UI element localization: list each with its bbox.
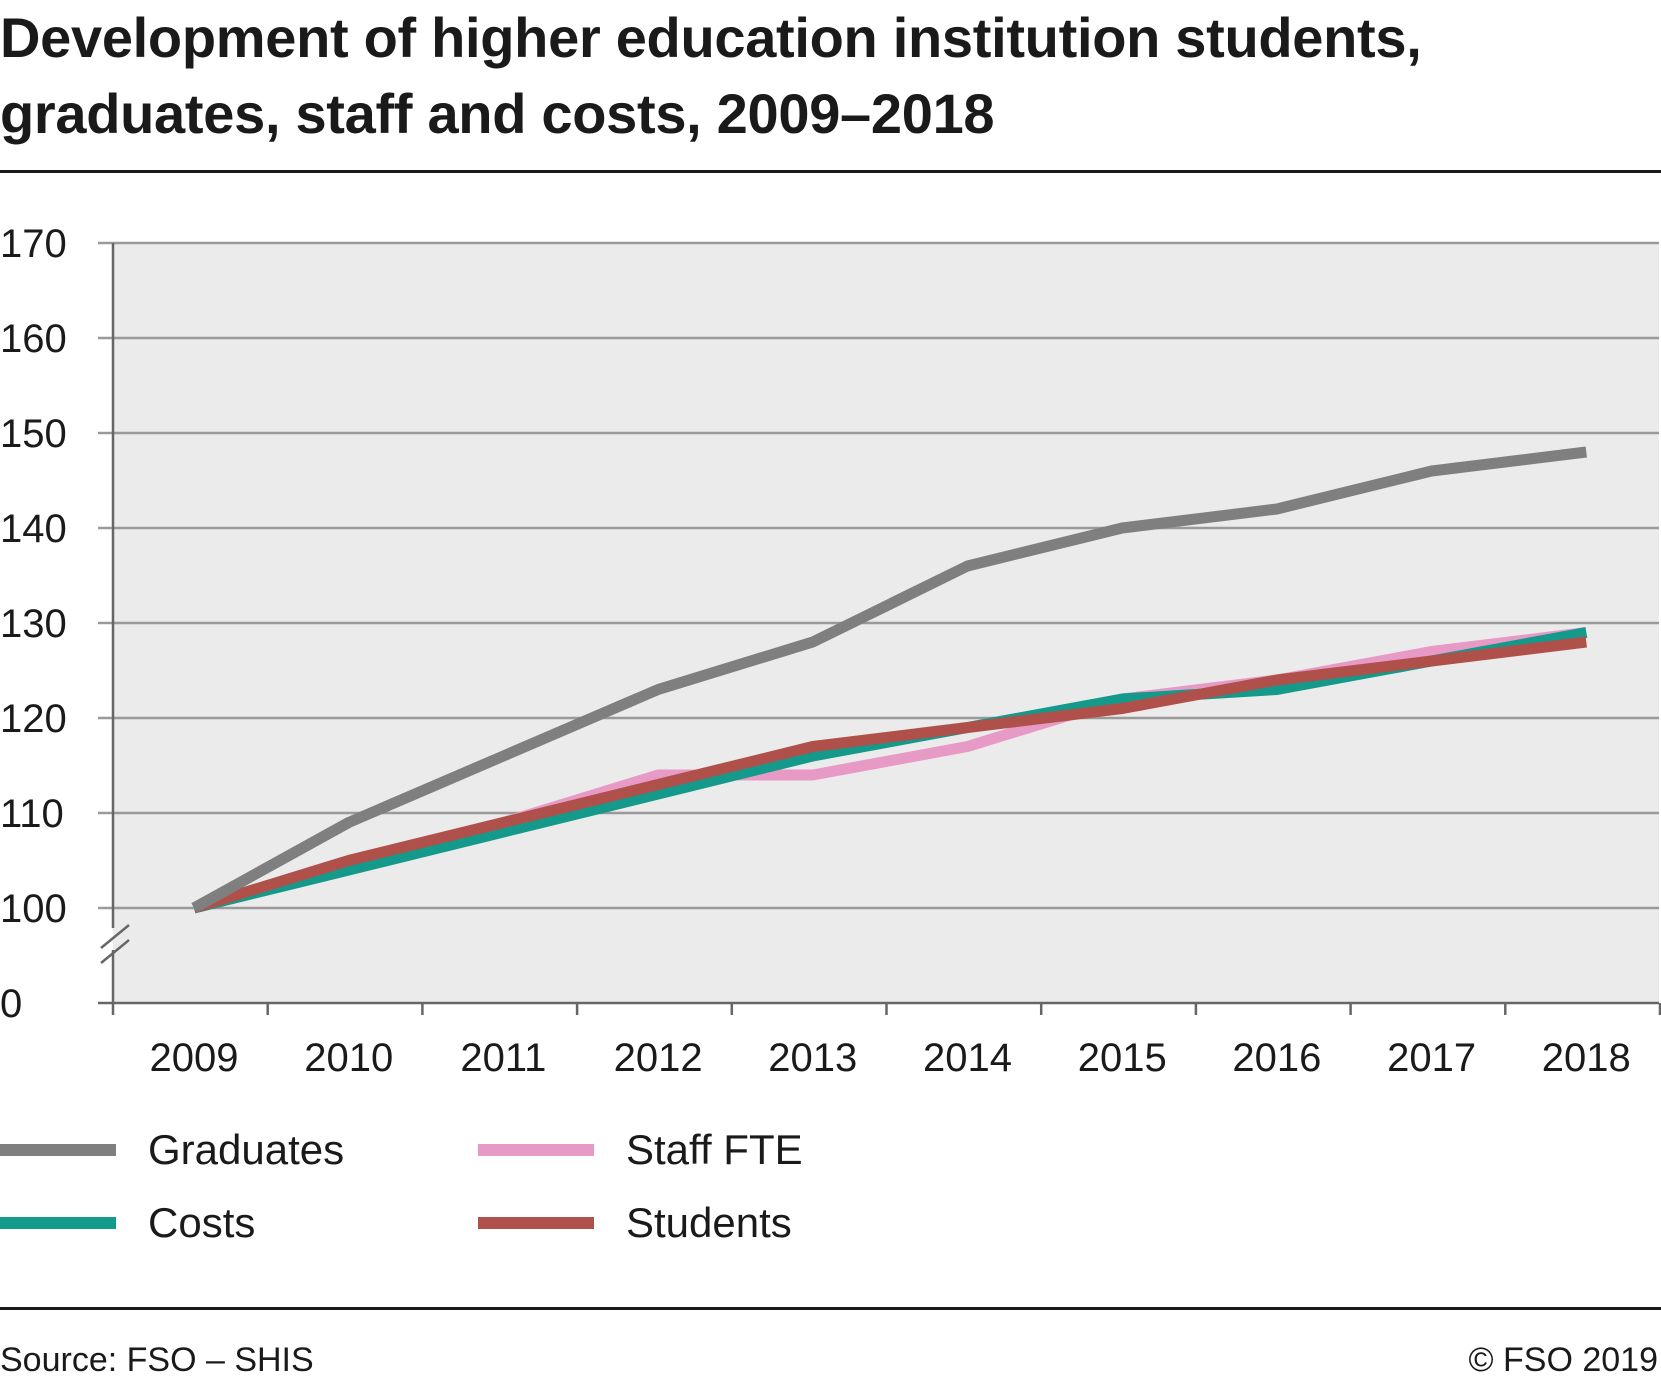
x-tick-label-2009: 2009 xyxy=(150,1036,239,1080)
y-tick-label-150: 150 xyxy=(0,412,67,456)
legend-swatch-students xyxy=(478,1217,594,1229)
x-tick-label-2016: 2016 xyxy=(1232,1036,1321,1080)
series-lines xyxy=(191,446,1588,914)
x-tick-label-2015: 2015 xyxy=(1078,1036,1167,1080)
x-tick-label-2017: 2017 xyxy=(1387,1036,1476,1080)
y-tick-label-0: 0 xyxy=(0,982,22,1026)
x-tick-label-2013: 2013 xyxy=(768,1036,857,1080)
source-note: Source: FSO – SHIS xyxy=(0,1341,314,1379)
x-tick-label-2011: 2011 xyxy=(460,1036,546,1080)
legend-label-graduates: Graduates xyxy=(148,1126,345,1173)
legend-swatch-costs xyxy=(0,1217,116,1229)
x-tick-labels: 2009 2010 2011 2012 2013 2014 2015 2016 2017 2018 xyxy=(150,1036,1631,1080)
y-tick-label-170: 170 xyxy=(0,222,67,266)
title-rule xyxy=(0,170,1661,173)
series-line-students xyxy=(192,636,1587,914)
axis-break-mark-2 xyxy=(100,939,130,964)
y-tick-label-100: 100 xyxy=(0,887,67,931)
legend-label-staff-fte: Staff FTE xyxy=(626,1126,803,1173)
axes xyxy=(98,243,1661,1015)
x-tick-label-2012: 2012 xyxy=(614,1036,703,1080)
footer-rule xyxy=(0,1307,1661,1310)
legend-swatch-graduates xyxy=(0,1144,116,1156)
axis-break-mark-1 xyxy=(100,924,130,949)
series-line-graduates xyxy=(191,446,1587,913)
y-tick-label-120: 120 xyxy=(0,697,67,741)
chart-title: Development of higher education institut… xyxy=(0,6,1422,145)
y-tick-labels: 0 100 110 120 130 140 150 160 170 xyxy=(0,222,67,1026)
x-tick-label-2014: 2014 xyxy=(923,1036,1012,1080)
y-tick-label-110: 110 xyxy=(0,792,64,836)
x-tick-label-2010: 2010 xyxy=(304,1036,393,1080)
y-tick-label-160: 160 xyxy=(0,317,67,361)
y-tick-label-130: 130 xyxy=(0,602,67,646)
y-tick-label-140: 140 xyxy=(0,507,67,551)
gridlines xyxy=(98,241,1659,910)
copyright-note: © FSO 2019 xyxy=(1468,1341,1658,1379)
legend-swatch-staff-fte xyxy=(478,1144,594,1156)
legend-label-students: Students xyxy=(626,1199,792,1246)
legend-label-costs: Costs xyxy=(148,1199,256,1246)
x-tick-label-2018: 2018 xyxy=(1542,1036,1631,1080)
